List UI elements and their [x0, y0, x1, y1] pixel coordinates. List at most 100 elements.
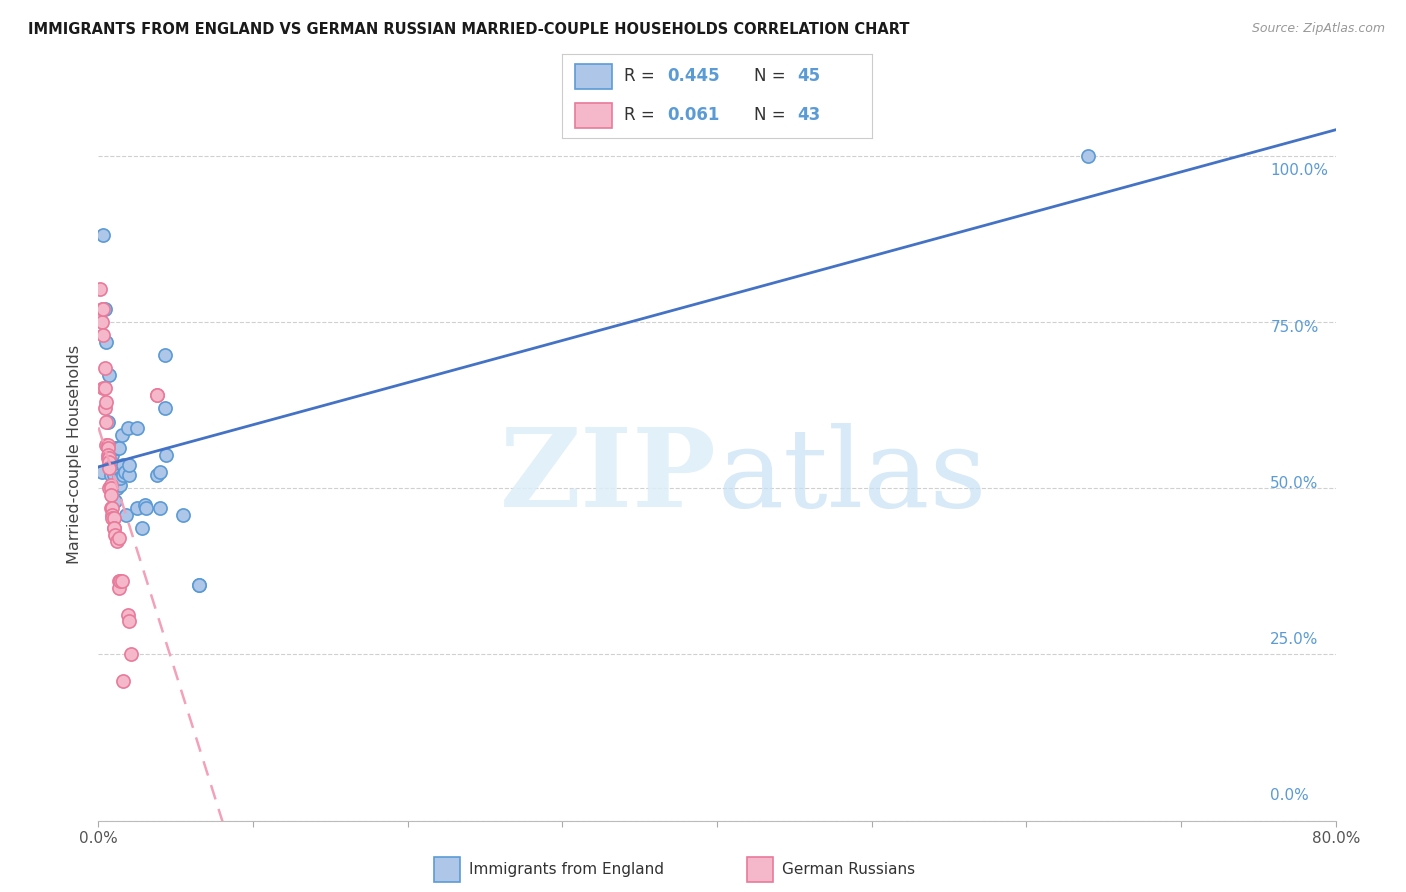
Point — [172, 393, 194, 408]
Point — [174, 368, 197, 383]
Point — [186, 452, 209, 467]
Point — [186, 425, 208, 439]
Point — [173, 434, 195, 449]
Point — [191, 462, 214, 476]
Point — [179, 512, 201, 526]
Point — [169, 306, 191, 320]
Point — [173, 446, 195, 460]
Point — [217, 462, 239, 476]
Point — [183, 521, 205, 535]
Point — [173, 443, 195, 458]
Point — [169, 331, 191, 345]
Text: 0.445: 0.445 — [668, 68, 720, 86]
Point — [177, 493, 200, 508]
Point — [180, 518, 202, 533]
Point — [186, 656, 209, 670]
Point — [186, 462, 209, 476]
Point — [217, 387, 239, 401]
Point — [167, 458, 190, 473]
Point — [179, 452, 201, 467]
Point — [183, 462, 205, 476]
Point — [191, 452, 214, 467]
Point — [179, 512, 201, 526]
Point — [198, 418, 221, 433]
Y-axis label: Married-couple Households: Married-couple Households — [67, 341, 83, 560]
Point — [205, 491, 228, 505]
Point — [174, 450, 197, 464]
Point — [166, 287, 188, 301]
Point — [187, 458, 209, 473]
Point — [179, 503, 201, 517]
Point — [174, 446, 197, 460]
Point — [190, 593, 212, 607]
Point — [183, 568, 205, 582]
Point — [172, 412, 194, 426]
Bar — [575, 103, 612, 128]
Point — [184, 466, 207, 480]
Text: German Russians: German Russians — [782, 863, 915, 877]
Point — [174, 475, 197, 489]
Point — [169, 237, 191, 252]
Text: 45: 45 — [797, 68, 821, 86]
Point — [183, 562, 205, 576]
Point — [181, 437, 204, 451]
Point — [170, 306, 193, 320]
Point — [219, 493, 242, 508]
Point — [176, 443, 198, 458]
Point — [224, 400, 246, 414]
Bar — [433, 857, 460, 882]
Point — [224, 350, 246, 364]
Point — [225, 443, 247, 458]
Point — [174, 456, 197, 470]
Point — [177, 500, 200, 514]
Point — [170, 400, 193, 414]
Point — [170, 381, 193, 395]
Text: N =: N = — [754, 68, 792, 86]
Point — [180, 437, 202, 451]
Point — [181, 524, 204, 539]
Point — [167, 318, 190, 333]
Point — [184, 471, 207, 485]
Text: R =: R = — [624, 68, 661, 86]
Point — [181, 475, 204, 489]
Point — [202, 512, 225, 526]
Point — [176, 471, 198, 485]
Point — [172, 434, 194, 449]
Point — [170, 362, 193, 376]
Text: Source: ZipAtlas.com: Source: ZipAtlas.com — [1251, 22, 1385, 36]
Point — [253, 566, 276, 580]
Text: atlas: atlas — [721, 417, 990, 524]
Point — [188, 500, 211, 514]
Point — [176, 481, 198, 495]
Point — [173, 412, 195, 426]
Text: IMMIGRANTS FROM ENGLAND VS GERMAN RUSSIAN MARRIED-COUPLE HOUSEHOLDS CORRELATION : IMMIGRANTS FROM ENGLAND VS GERMAN RUSSIA… — [28, 22, 910, 37]
Point — [174, 437, 197, 451]
Point — [190, 418, 212, 433]
Point — [207, 493, 229, 508]
Point — [217, 387, 239, 401]
Point — [186, 562, 208, 576]
Point — [239, 500, 262, 514]
Text: Immigrants from England: Immigrants from England — [470, 863, 664, 877]
Bar — [575, 63, 612, 89]
Point — [167, 306, 190, 320]
Point — [173, 437, 195, 451]
Point — [179, 462, 201, 476]
Point — [176, 493, 198, 508]
Point — [184, 562, 207, 576]
Point — [177, 503, 200, 517]
Point — [169, 381, 191, 395]
Text: N =: N = — [754, 106, 792, 124]
Text: R =: R = — [624, 106, 661, 124]
Point — [219, 458, 242, 473]
Point — [177, 456, 200, 470]
Text: ZIP: ZIP — [503, 417, 721, 524]
Bar — [747, 857, 773, 882]
Point — [1036, 162, 1059, 177]
Point — [180, 487, 202, 501]
Point — [176, 462, 198, 476]
Point — [172, 337, 194, 351]
Text: 43: 43 — [797, 106, 821, 124]
Point — [176, 475, 198, 489]
Point — [198, 493, 221, 508]
